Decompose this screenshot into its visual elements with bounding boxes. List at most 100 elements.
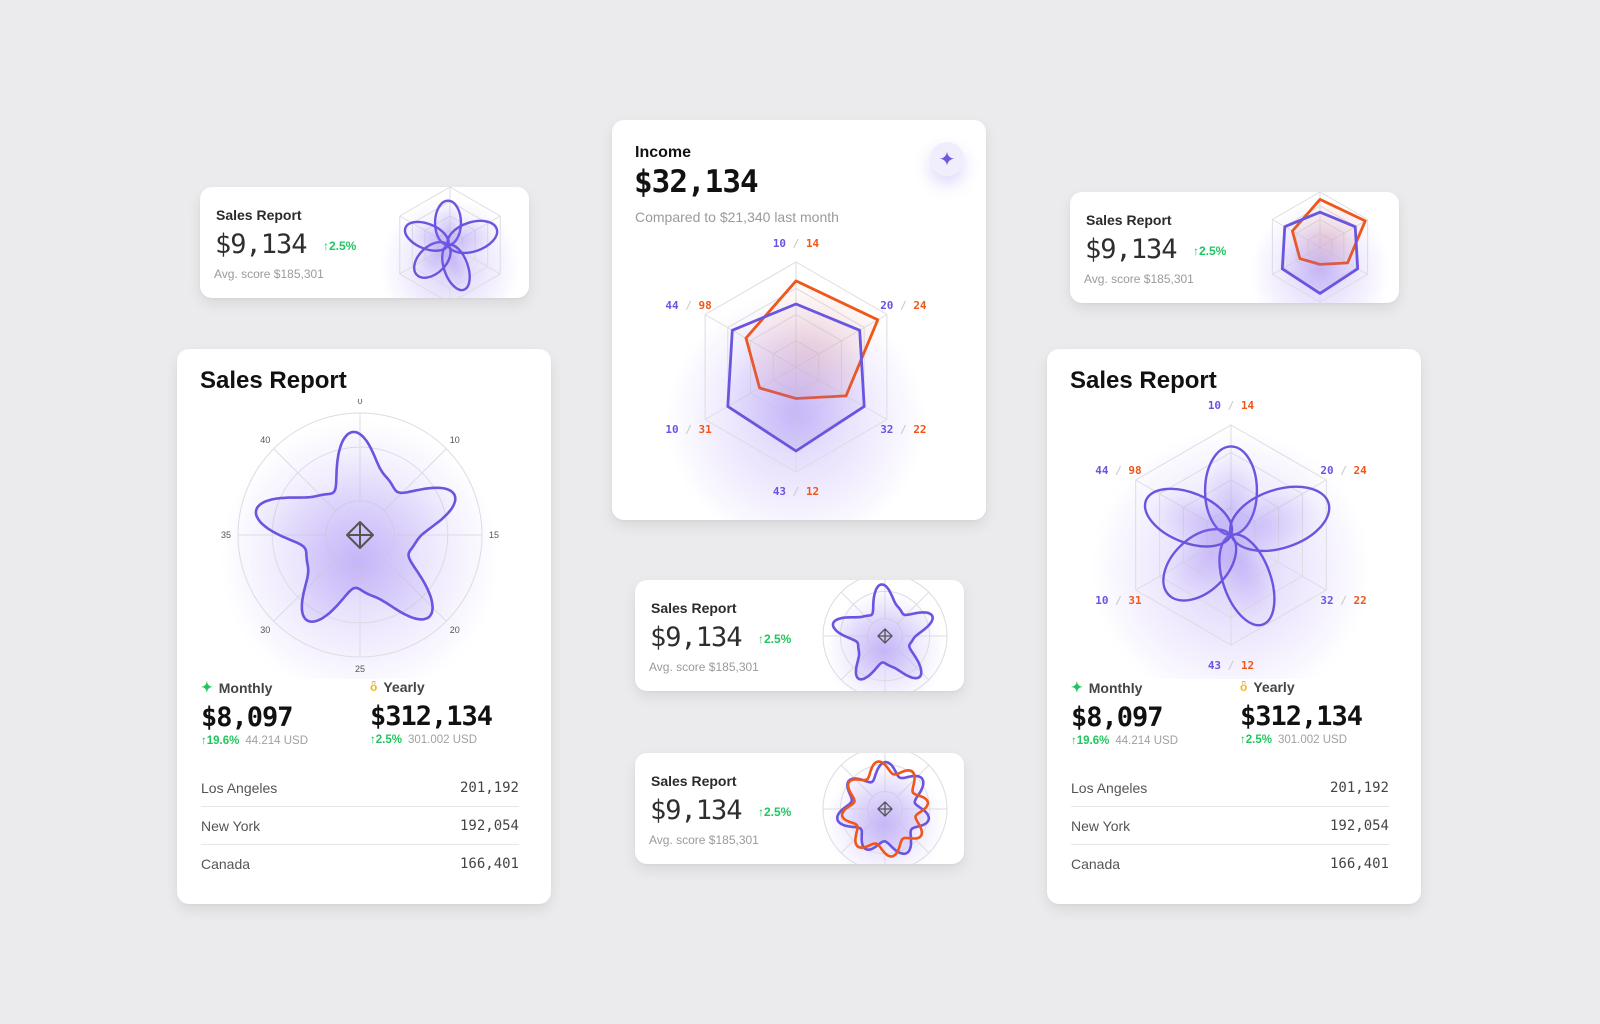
change-badge: ↑2.5% bbox=[758, 805, 792, 819]
stat-change: ↑2.5% bbox=[370, 734, 402, 746]
income-title: Income bbox=[635, 144, 692, 161]
list-item: Canada 166,401 bbox=[1071, 845, 1389, 883]
tick-label: 30 bbox=[260, 625, 270, 635]
axis-label: 20 / 24 bbox=[1320, 464, 1367, 477]
list-item: Los Angeles 201,192 bbox=[201, 769, 519, 807]
tick-label: 35 bbox=[221, 530, 231, 540]
location-name: New York bbox=[201, 817, 261, 834]
location-value: 201,192 bbox=[1329, 779, 1389, 796]
gem-icon bbox=[346, 521, 374, 549]
radar-chart bbox=[822, 753, 948, 864]
stat-usd: 301.002 USD bbox=[1277, 734, 1348, 746]
radar-chart bbox=[1250, 192, 1390, 303]
gem-icon bbox=[877, 801, 893, 817]
sales-report-card: Sales Report 0 10 15 20 25 30 35 40 ✦ Monthly $8… bbox=[177, 349, 551, 904]
change-badge: ↑2.5% bbox=[323, 239, 357, 253]
sparkle-icon: ✦ bbox=[201, 679, 213, 695]
stat-value: $312,134 bbox=[1240, 701, 1363, 732]
card-value: $9,134 bbox=[650, 622, 743, 653]
axis-label: 10 / 31 bbox=[1095, 594, 1142, 607]
yearly-stat: ȫ Yearly $312,134 ↑2.5% 301.002 USD bbox=[370, 679, 493, 746]
tick-label: 10 bbox=[450, 435, 460, 445]
location-value: 201,192 bbox=[459, 779, 519, 796]
monthly-stat: ✦ Monthly $8,097 ↑19.6% 44.214 USD bbox=[201, 679, 308, 747]
series-petal bbox=[403, 220, 450, 252]
avg-score: Avg. score $185,301 bbox=[649, 833, 759, 847]
axis-label: 10 / 31 bbox=[665, 423, 712, 436]
location-name: New York bbox=[1071, 817, 1131, 834]
card-title: Sales Report bbox=[651, 773, 737, 789]
series-orange bbox=[840, 760, 930, 858]
avg-score: Avg. score $185,301 bbox=[1084, 272, 1194, 286]
axis-label: 32 / 22 bbox=[880, 423, 926, 436]
radar-chart: 10 / 14 20 / 24 32 / 22 43 / 12 10 / 31 44 / … bbox=[665, 237, 927, 520]
list-item: Los Angeles 201,192 bbox=[1071, 769, 1389, 807]
medal-icon: ȫ bbox=[370, 680, 378, 694]
sales-report-card-small: Sales Report $9,134 ↑2.5% Avg. score $18… bbox=[1070, 192, 1399, 303]
sales-report-card-small: Sales Report $9,134 ↑2.5% Avg. score $18… bbox=[635, 753, 964, 864]
card-value: $9,134 bbox=[650, 795, 743, 826]
radar-chart bbox=[822, 580, 948, 691]
series-petal bbox=[1143, 487, 1234, 548]
medal-icon: ȫ bbox=[1240, 680, 1248, 694]
tick-label: 0 bbox=[357, 399, 362, 406]
avg-score: Avg. score $185,301 bbox=[214, 267, 324, 281]
income-value: $32,134 bbox=[634, 164, 759, 200]
location-name: Los Angeles bbox=[1071, 779, 1148, 796]
location-name: Canada bbox=[1071, 856, 1121, 872]
location-value: 192,054 bbox=[1329, 817, 1389, 834]
card-title: Sales Report bbox=[200, 367, 347, 394]
avg-score: Avg. score $185,301 bbox=[649, 660, 759, 674]
list-item: New York 192,054 bbox=[1071, 807, 1389, 845]
stat-change: ↑2.5% bbox=[1240, 734, 1272, 746]
stat-label: Monthly bbox=[218, 679, 273, 696]
radar-chart: 10 / 14 20 / 24 32 / 22 43 / 12 10 / 31 44 / … bbox=[1091, 399, 1371, 679]
sales-report-card-small: Sales Report $9,134 ↑2.5% Avg. score $18… bbox=[200, 187, 529, 298]
series-purple bbox=[726, 302, 866, 453]
axis-label: 20 / 24 bbox=[880, 299, 927, 312]
income-card: Income $32,134 Compared to $21,340 last … bbox=[612, 120, 986, 520]
axis-label: 43 / 12 bbox=[773, 485, 819, 498]
location-list: Los Angeles 201,192 New York 192,054 Canad… bbox=[1071, 769, 1389, 883]
stat-usd: 44.214 USD bbox=[1115, 735, 1179, 747]
tick-label: 15 bbox=[489, 530, 499, 540]
card-value: $9,134 bbox=[1085, 234, 1178, 265]
stat-usd: 301.002 USD bbox=[407, 734, 478, 746]
axis-label: 43 / 12 bbox=[1208, 659, 1254, 672]
tick-label: 20 bbox=[450, 625, 460, 635]
change-badge: ↑2.5% bbox=[758, 632, 792, 646]
card-title: Sales Report bbox=[1086, 212, 1172, 228]
location-name: Los Angeles bbox=[201, 779, 278, 796]
sales-report-card-small: Sales Report $9,134 ↑2.5% Avg. score $18… bbox=[635, 580, 964, 691]
stat-value: $8,097 bbox=[201, 702, 294, 733]
stat-value: $312,134 bbox=[370, 701, 493, 732]
change-badge: ↑2.5% bbox=[1193, 244, 1227, 258]
tick-label: 40 bbox=[260, 435, 270, 445]
gem-icon bbox=[877, 628, 893, 644]
list-item: Canada 166,401 bbox=[201, 845, 519, 883]
location-value: 166,401 bbox=[1329, 856, 1389, 872]
axis-label: 10 / 14 bbox=[773, 237, 820, 250]
stat-label: Yearly bbox=[383, 679, 425, 695]
sparkle-icon[interactable]: ✦ bbox=[930, 142, 964, 176]
radar-chart bbox=[380, 187, 520, 298]
stat-usd: 44.214 USD bbox=[245, 735, 309, 747]
location-value: 192,054 bbox=[459, 817, 519, 834]
income-compare: Compared to $21,340 last month bbox=[635, 209, 839, 225]
card-value: $9,134 bbox=[215, 229, 308, 260]
location-value: 166,401 bbox=[459, 856, 519, 872]
tick-label: 25 bbox=[355, 664, 365, 674]
series-purple bbox=[1280, 210, 1360, 295]
axis-label: 44 / 98 bbox=[1095, 464, 1141, 477]
location-list: Los Angeles 201,192 New York 192,054 Canad… bbox=[201, 769, 519, 883]
stat-change: ↑19.6% bbox=[1071, 735, 1110, 747]
stat-change: ↑19.6% bbox=[201, 735, 240, 747]
yearly-stat: ȫ Yearly $312,134 ↑2.5% 301.002 USD bbox=[1240, 679, 1363, 746]
axis-label: 10 / 14 bbox=[1208, 399, 1255, 412]
axis-label: 32 / 22 bbox=[1320, 594, 1366, 607]
sparkle-icon: ✦ bbox=[1071, 679, 1083, 695]
stat-label: Monthly bbox=[1088, 679, 1143, 696]
card-title: Sales Report bbox=[1070, 367, 1217, 394]
sales-report-card: Sales Report 10 / 14 20 / 24 32 / 22 43 / 1… bbox=[1047, 349, 1421, 904]
list-item: New York 192,054 bbox=[201, 807, 519, 845]
